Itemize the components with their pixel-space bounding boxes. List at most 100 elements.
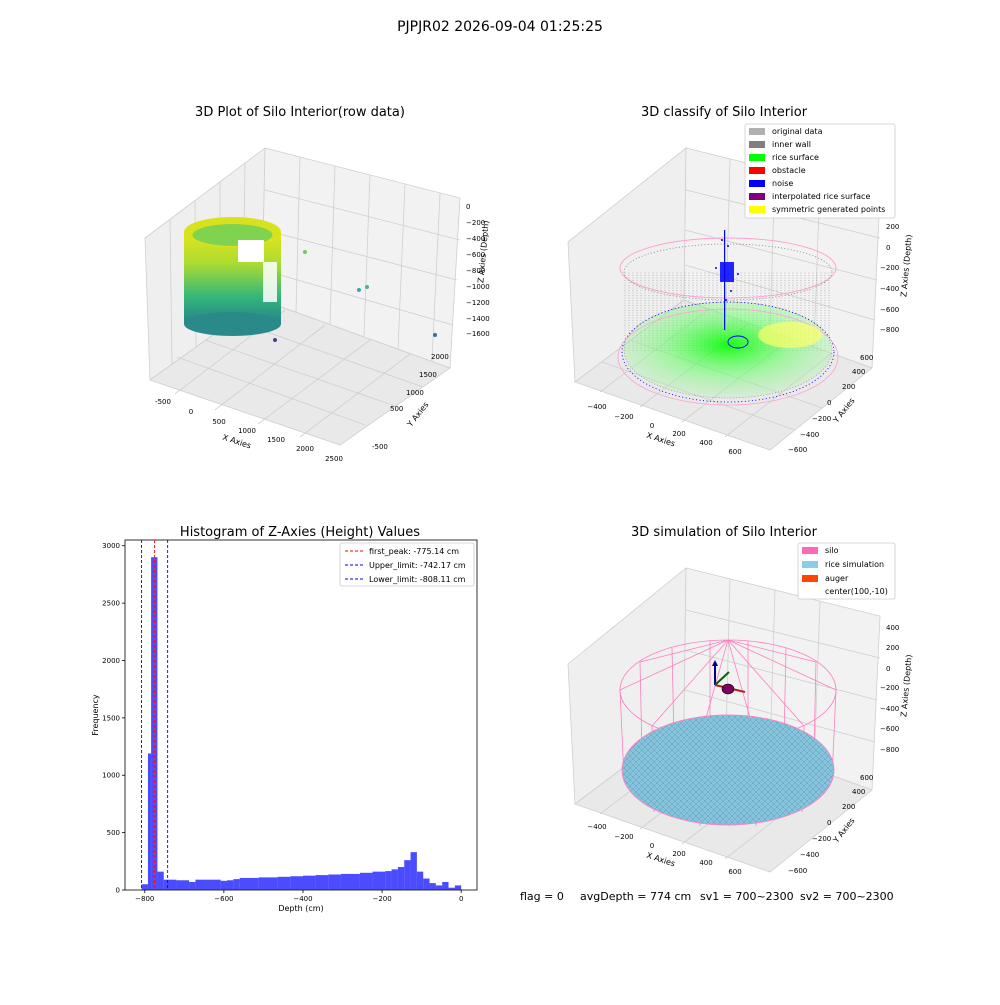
legend-label: original data — [772, 127, 823, 136]
legend-entry: first_peak: -775.14 cm — [345, 547, 459, 556]
histogram-limit-lines — [141, 540, 169, 890]
histogram-legend: first_peak: -775.14 cm Upper_limit: -742… — [339, 542, 475, 587]
histogram-y-label: Frequency — [91, 694, 100, 736]
panel-histogram: Histogram of Z-Axies (Height) Values −80… — [91, 525, 478, 913]
classify-x-tick: −400 — [587, 403, 606, 411]
histogram-bar — [435, 885, 443, 890]
histogram-bar — [157, 871, 164, 890]
rice-simulation-surface — [621, 714, 835, 826]
legend-label: noise — [772, 179, 793, 188]
raw-x-tick: 2500 — [325, 455, 343, 463]
classify-y-tick: 200 — [842, 383, 855, 391]
raw-x-tick: -500 — [155, 398, 171, 406]
panel-raw-3d: 3D Plot of Silo Interior(row data) — [144, 105, 491, 463]
classify-x-tick: 0 — [650, 422, 654, 430]
legend-label: Upper_limit: -742.17 cm — [369, 561, 466, 570]
simulation-x-tick: 0 — [650, 842, 654, 850]
legend-entry: Lower_limit: -808.11 cm — [345, 575, 466, 584]
simulation-legend: silo rice simulation auger center(100,-1… — [797, 542, 896, 600]
raw-outlier-point — [256, 314, 260, 318]
raw-x-tick: 0 — [189, 408, 193, 416]
raw-point-cloud — [184, 217, 437, 342]
simulation-z-ticks: 400 200 0 −200 −400 −600 −800 — [880, 624, 899, 754]
legend-label: center(100,-10) — [825, 587, 888, 596]
classify-x-tick: 600 — [728, 448, 741, 456]
simulation-y-tick: 600 — [860, 774, 873, 782]
histogram-x-tick: −800 — [135, 895, 154, 903]
panel-raw-title: 3D Plot of Silo Interior(row data) — [195, 105, 405, 120]
raw-z-tick: −1000 — [466, 283, 490, 291]
panel-simulation-title: 3D simulation of Silo Interior — [631, 525, 818, 540]
classify-z-tick: −800 — [880, 326, 899, 334]
histogram-bar — [227, 880, 234, 890]
raw-x-tick: 1500 — [267, 436, 285, 444]
histogram-bar — [220, 880, 228, 890]
histogram-bar — [290, 876, 303, 890]
simulation-z-tick: −600 — [880, 725, 899, 733]
classify-z-tick: 0 — [886, 244, 890, 252]
histogram-bar — [359, 872, 373, 890]
figure-suptitle: PJPJR02 2026-09-04 01:25:25 — [397, 19, 603, 35]
raw-x-tick: 2000 — [296, 445, 314, 453]
simulation-x-tick: 400 — [699, 859, 712, 867]
raw-gap — [238, 240, 264, 262]
classify-y-tick: −400 — [800, 431, 819, 439]
histogram-bar — [423, 878, 430, 890]
classify-y-tick: −200 — [812, 415, 831, 423]
simulation-x-tick: −400 — [587, 823, 606, 831]
auger-body — [721, 683, 735, 695]
histogram-y-tick: 500 — [107, 829, 120, 837]
raw-z-tick: −600 — [466, 251, 485, 259]
simulation-y-tick: 0 — [827, 819, 831, 827]
simulation-z-tick: 200 — [886, 644, 899, 652]
classify-floor-rice — [623, 301, 833, 399]
legend-entry: rice surface — [749, 153, 819, 162]
legend-entry: interpolated rice surface — [749, 192, 870, 201]
legend-frame — [339, 542, 475, 587]
histogram-bar — [151, 557, 155, 890]
raw-x-ticks: -500 0 500 1000 1500 2000 2500 — [155, 398, 343, 463]
legend-label: auger — [825, 574, 849, 583]
histogram-plot-area — [124, 539, 478, 891]
simulation-y-tick: −400 — [800, 851, 819, 859]
histogram-y-tick: 1000 — [102, 772, 120, 780]
histogram-bar — [315, 875, 329, 890]
legend-label: symmetric generated points — [772, 205, 885, 214]
raw-z-tick: −800 — [466, 267, 485, 275]
legend-label: interpolated rice surface — [772, 192, 870, 201]
legend-entry: silo — [802, 546, 839, 555]
sv2-text: sv2 = 700~2300 — [800, 890, 894, 903]
raw-z-tick: −1600 — [466, 330, 490, 338]
histogram-bar — [410, 852, 417, 890]
histogram-y-tick: 3000 — [102, 542, 120, 550]
flag-text: flag = 0 — [520, 890, 564, 903]
simulation-y-tick: 200 — [842, 803, 855, 811]
legend-entry: rice simulation — [802, 560, 884, 569]
legend-frame — [797, 542, 896, 600]
raw-y-ticks: -500 500 1000 1500 2000 — [372, 353, 449, 451]
raw-outlier-point — [273, 338, 277, 342]
legend-swatch — [749, 128, 765, 135]
histogram-bar — [233, 879, 240, 890]
sv1-text: sv1 = 700~2300 — [700, 890, 794, 903]
histogram-x-tick: −400 — [293, 895, 312, 903]
avg-depth-text: avgDepth = 774 cm — [580, 890, 691, 903]
classify-z-tick: 200 — [886, 223, 899, 231]
raw-cylinder-bottom — [184, 312, 281, 336]
legend-entry: inner wall — [749, 140, 811, 149]
histogram-x-label: Depth (cm) — [278, 904, 323, 913]
legend-entry: auger — [802, 574, 849, 583]
legend-entry: symmetric generated points — [749, 205, 885, 214]
panel-classify-3d: 3D classify of Silo Interior — [567, 105, 914, 456]
histogram-bar — [195, 879, 221, 890]
raw-outlier-point — [357, 288, 361, 292]
simulation-z-tick: −400 — [880, 705, 899, 713]
legend-entry: Upper_limit: -742.17 cm — [345, 561, 466, 570]
raw-z-tick: −400 — [466, 235, 485, 243]
histogram-bar — [372, 871, 386, 890]
classify-noise-column — [715, 230, 739, 330]
legend-entry: noise — [749, 179, 793, 188]
classify-x-ticks: −400 −200 0 200 400 600 — [587, 403, 741, 456]
histogram-bar — [163, 879, 177, 890]
